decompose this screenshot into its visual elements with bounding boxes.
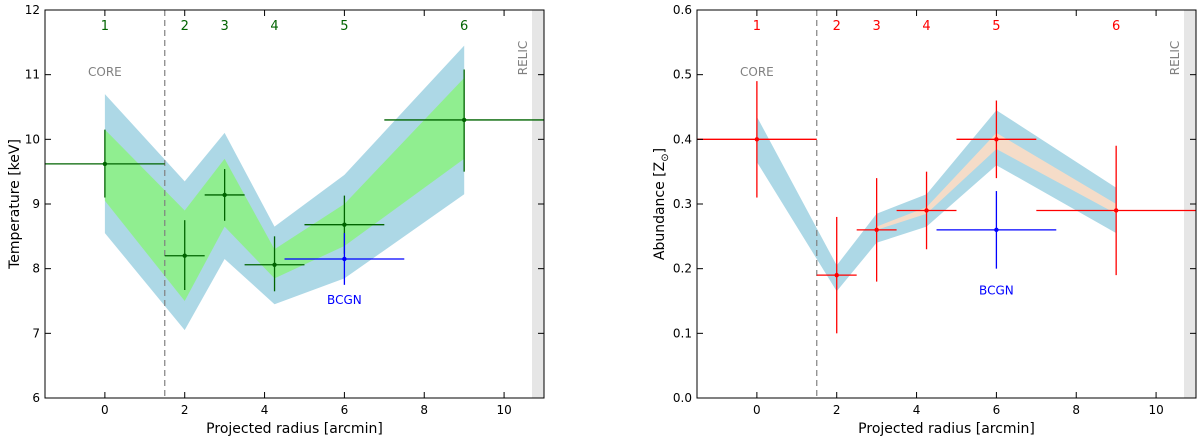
temperature-bcgn-point-1 — [284, 233, 405, 285]
temperature-ytick-label-10: 10 — [25, 132, 40, 146]
temperature-region-label-1: 1 — [101, 19, 109, 34]
abundance-region-label-2: 2 — [833, 19, 841, 34]
abundance-annuli-point-2-marker — [834, 272, 839, 278]
temperature-ytick-label-12: 12 — [25, 3, 40, 17]
abundance-annuli-point-3 — [856, 178, 897, 282]
temperature-annuli-point-1 — [45, 129, 165, 198]
temperature-annuli-point-4-marker — [272, 262, 277, 267]
abundance-yaxis-label-sub: ⊙ — [660, 153, 671, 161]
abundance-panel: 1 2 3 4 5 6 CORE RELIC BCGN 0 2 4 6 8 10 0.0 0.1 0.2 0.3 0.… — [652, 3, 1197, 437]
temperature-band-inner — [104, 77, 465, 302]
abundance-annuli-point-1 — [697, 81, 817, 198]
abundance-ytick-label-0.4: 0.4 — [673, 132, 692, 146]
temperature-relic-label: RELIC — [516, 41, 530, 76]
abundance-yaxis-label-end: ] — [652, 148, 668, 153]
abundance-ytick-label-0.1: 0.1 — [673, 326, 692, 340]
temperature-ytick-label-9: 9 — [32, 197, 40, 211]
abundance-core-label: CORE — [740, 65, 774, 79]
abundance-annuli-point-4-marker — [924, 208, 929, 213]
temperature-annuli-point-6 — [384, 69, 544, 172]
temperature-region-label-4: 4 — [270, 19, 278, 34]
abundance-annuli-point-2 — [816, 216, 857, 334]
temperature-annuli-point-3 — [204, 169, 245, 221]
abundance-annuli-point-5-marker — [994, 137, 999, 142]
temperature-xtick-label-4: 4 — [261, 403, 269, 417]
abundance-xtick-label-2: 2 — [833, 403, 841, 417]
temperature-annuli-point-2-marker — [182, 253, 187, 258]
abundance-xaxis-label: Projected radius [arcmin] — [858, 421, 1035, 437]
temperature-annuli-point-1-marker — [102, 161, 108, 167]
abundance-region-label-6: 6 — [1112, 19, 1120, 34]
temperature-ytick-label-11: 11 — [25, 68, 40, 82]
temperature-ytick-label-8: 8 — [32, 262, 40, 276]
abundance-ytick-label-0.5: 0.5 — [673, 68, 692, 82]
temperature-ytick-label-7: 7 — [32, 326, 40, 340]
abundance-xtick-label-0: 0 — [753, 403, 761, 417]
abundance-yaxis-label-main: Abundance [Z — [652, 162, 668, 260]
temperature-annuli-point-6-marker — [461, 117, 467, 123]
temperature-bcgn-point-1-marker — [342, 256, 347, 262]
temperature-xtick-label-10: 10 — [496, 403, 511, 417]
abundance-region-label-1: 1 — [753, 19, 761, 34]
abundance-ytick-label-0.2: 0.2 — [673, 262, 692, 276]
abundance-band-inner — [876, 132, 1117, 230]
abundance-annuli-point-4 — [896, 171, 957, 250]
temperature-bcgn-label: BCGN — [327, 293, 362, 307]
abundance-annuli-point-3-marker — [874, 227, 879, 233]
abundance-region-label-5: 5 — [992, 19, 1000, 34]
abundance-bcgn-point-1 — [936, 191, 1057, 269]
temperature-region-label-5: 5 — [340, 19, 348, 34]
temperature-xtick-label-2: 2 — [181, 403, 189, 417]
abundance-xtick-label-4: 4 — [913, 403, 921, 417]
temperature-annuli-point-3-marker — [222, 192, 227, 198]
abundance-annuli-point-6 — [1036, 145, 1196, 276]
abundance-ytick-label-0.0: 0.0 — [673, 391, 692, 405]
temperature-region-label-6: 6 — [460, 19, 468, 34]
abundance-annuli-point-6-marker — [1113, 208, 1119, 213]
abundance-xtick-label-6: 6 — [993, 403, 1001, 417]
abundance-bcgn-label: BCGN — [979, 284, 1014, 298]
abundance-yaxis-label: Abundance [Z⊙] — [652, 148, 671, 260]
abundance-bcgn-point-1-marker — [994, 227, 999, 233]
temperature-xtick-label-8: 8 — [420, 403, 428, 417]
temperature-ytick-label-6: 6 — [32, 391, 40, 405]
abundance-region-label-3: 3 — [872, 19, 880, 34]
abundance-ytick-label-0.6: 0.6 — [673, 3, 692, 17]
abundance-region-label-4: 4 — [922, 19, 930, 34]
temperature-region-label-3: 3 — [220, 19, 228, 34]
abundance-ytick-label-0.3: 0.3 — [673, 197, 692, 211]
abundance-xtick-label-8: 8 — [1072, 403, 1080, 417]
abundance-annuli-point-1-marker — [754, 137, 760, 142]
temperature-annuli-point-5-marker — [342, 222, 347, 227]
temperature-yaxis-label: Temperature [keV] — [7, 139, 23, 270]
abundance-annuli-point-5 — [956, 100, 1037, 179]
temperature-xaxis-label: Projected radius [arcmin] — [206, 421, 383, 437]
temperature-xtick-label-0: 0 — [101, 403, 109, 417]
temperature-region-label-2: 2 — [181, 19, 189, 34]
temperature-annuli-point-4 — [244, 236, 305, 292]
temperature-core-label: CORE — [88, 65, 122, 79]
abundance-relic-label: RELIC — [1168, 41, 1182, 76]
temperature-annuli-point-2 — [164, 220, 205, 291]
abundance-xtick-label-10: 10 — [1148, 403, 1163, 417]
temperature-xtick-label-6: 6 — [341, 403, 349, 417]
